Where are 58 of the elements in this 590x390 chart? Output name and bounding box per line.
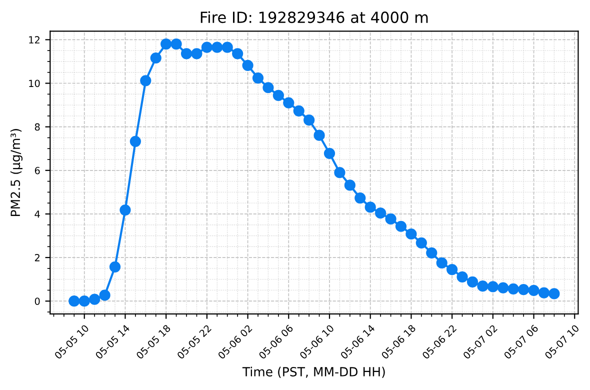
point [160,38,172,50]
x-axis-title: Time (PST, MM-DD HH) [242,366,385,378]
point [109,261,121,272]
point [528,284,540,296]
point [99,290,110,301]
point [354,192,366,204]
y-axis-title: PM2.5 (µg/m³) [10,129,22,216]
point [191,48,202,60]
point [426,247,438,259]
point [548,288,560,300]
point [395,220,407,232]
point [498,282,509,294]
point [324,148,336,159]
point [436,257,448,269]
y-tick-label: 4 [34,210,40,218]
point [314,130,325,141]
point [180,48,192,60]
point [232,48,244,60]
point [304,114,315,126]
point [344,180,356,191]
point [518,284,530,296]
chart-title: Fire ID: 192829346 at 4000 m [200,11,428,24]
point [477,280,488,292]
point [375,208,386,219]
point [262,82,274,94]
point [293,105,304,116]
y-tick-label: 12 [29,36,40,44]
point [416,237,427,248]
y-tick-label: 6 [34,166,40,174]
y-tick-label: 2 [34,254,40,262]
point [130,136,141,147]
point [78,296,90,307]
point [170,38,182,50]
point [201,42,212,53]
point [508,283,519,294]
point [242,60,254,71]
point [364,202,376,213]
point [466,276,478,288]
point [406,228,417,240]
point [222,42,233,53]
point [456,271,468,282]
y-tick-label: 0 [34,298,40,305]
point [252,72,264,84]
point [538,287,550,298]
point [68,296,80,307]
point [150,52,162,64]
point [89,294,100,305]
y-tick-label: 8 [34,123,40,131]
point [487,281,498,292]
point [212,42,223,53]
point [334,167,346,178]
point [272,90,284,102]
y-tick-label: 10 [29,80,40,88]
point [385,213,396,225]
point [283,97,294,108]
point [446,264,458,276]
point [140,75,152,86]
point [120,204,131,216]
